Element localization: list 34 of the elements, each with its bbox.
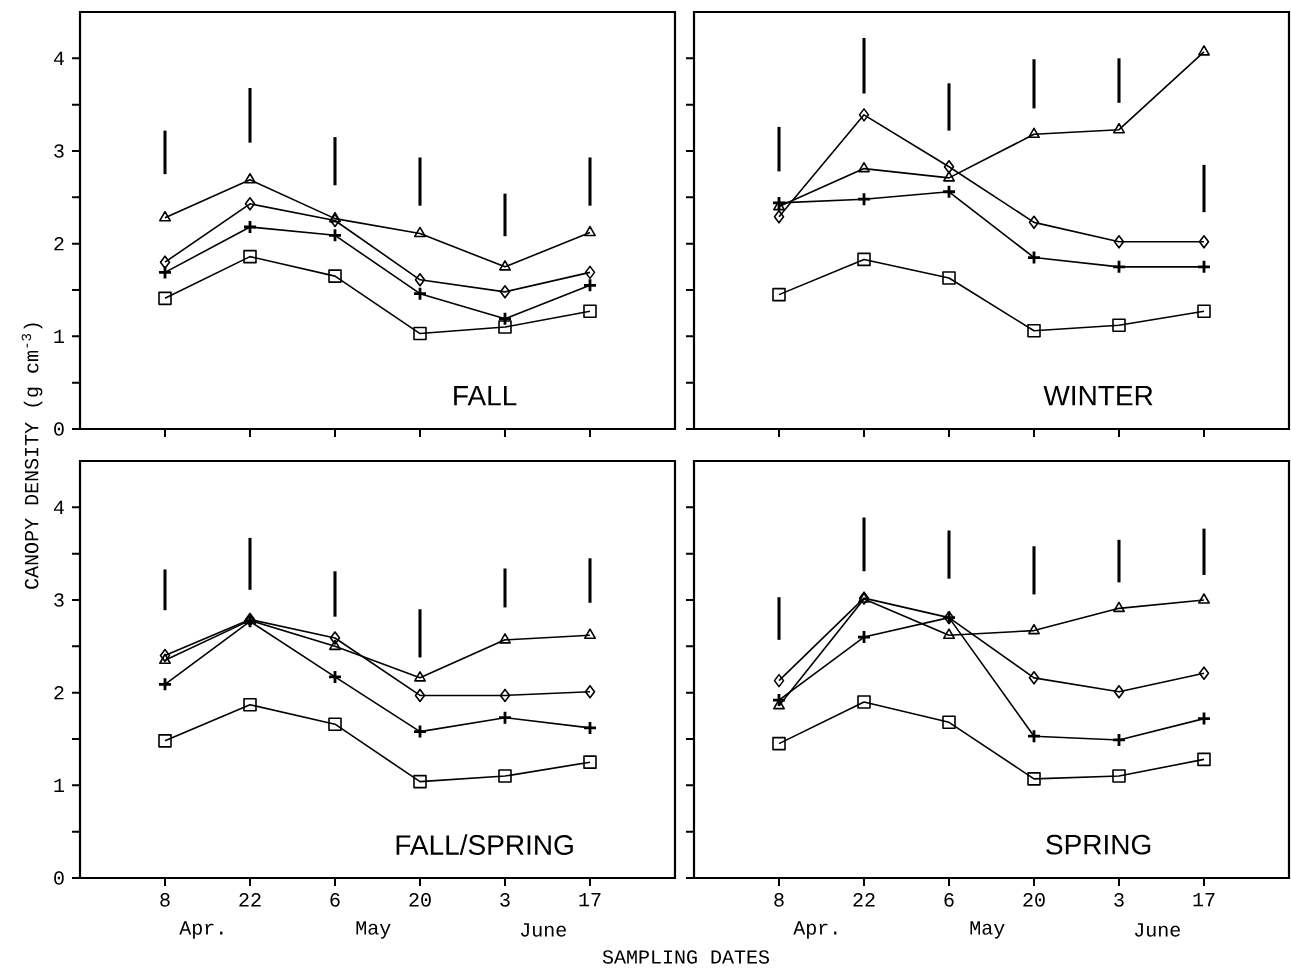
- y-tick-label: 3: [54, 593, 64, 607]
- y-tick-label: 0: [54, 871, 64, 885]
- x-tick-label: 20: [409, 893, 431, 907]
- x-tick-label: 22: [239, 893, 261, 907]
- y-tick-label: 4: [53, 51, 64, 65]
- x-tick-label: 3: [500, 893, 510, 907]
- x-axis-title: SAMPLING DATES: [602, 950, 769, 964]
- x-tick-label: 20: [1023, 893, 1045, 907]
- text: May: [970, 921, 1005, 939]
- text: June: [520, 923, 566, 937]
- y-tick-label: 2: [54, 685, 64, 700]
- x-tick-label: 3: [1114, 893, 1124, 907]
- text: Apr.: [179, 921, 223, 939]
- y-tick-label: 1: [54, 778, 64, 792]
- y-tick-label: 4: [53, 500, 64, 514]
- x-tick-label: 17: [579, 893, 601, 907]
- text: FALL: [454, 386, 517, 406]
- text: WINTER: [1043, 386, 1153, 406]
- x-tick-label: 8: [160, 893, 170, 907]
- y-tick-label: 1: [54, 329, 64, 343]
- text: Apr.: [793, 921, 837, 939]
- x-tick-label: 8: [774, 893, 784, 907]
- text: SPRING: [1046, 834, 1151, 855]
- x-tick-label: 17: [1193, 893, 1215, 907]
- text: May: [356, 921, 391, 939]
- text: FALL/SPRING: [396, 834, 573, 855]
- x-tick-label: 22: [853, 893, 875, 907]
- x-tick-label: 6: [944, 893, 954, 907]
- x-tick-label: 6: [330, 893, 340, 907]
- y-tick-label: 3: [54, 144, 64, 158]
- y-tick-label: 0: [54, 422, 64, 436]
- text: June: [1134, 923, 1180, 937]
- y-tick-label: 2: [54, 236, 64, 251]
- y-axis-title: CANOPY DENSITY (g cm$^{-3}$): [21, 323, 43, 589]
